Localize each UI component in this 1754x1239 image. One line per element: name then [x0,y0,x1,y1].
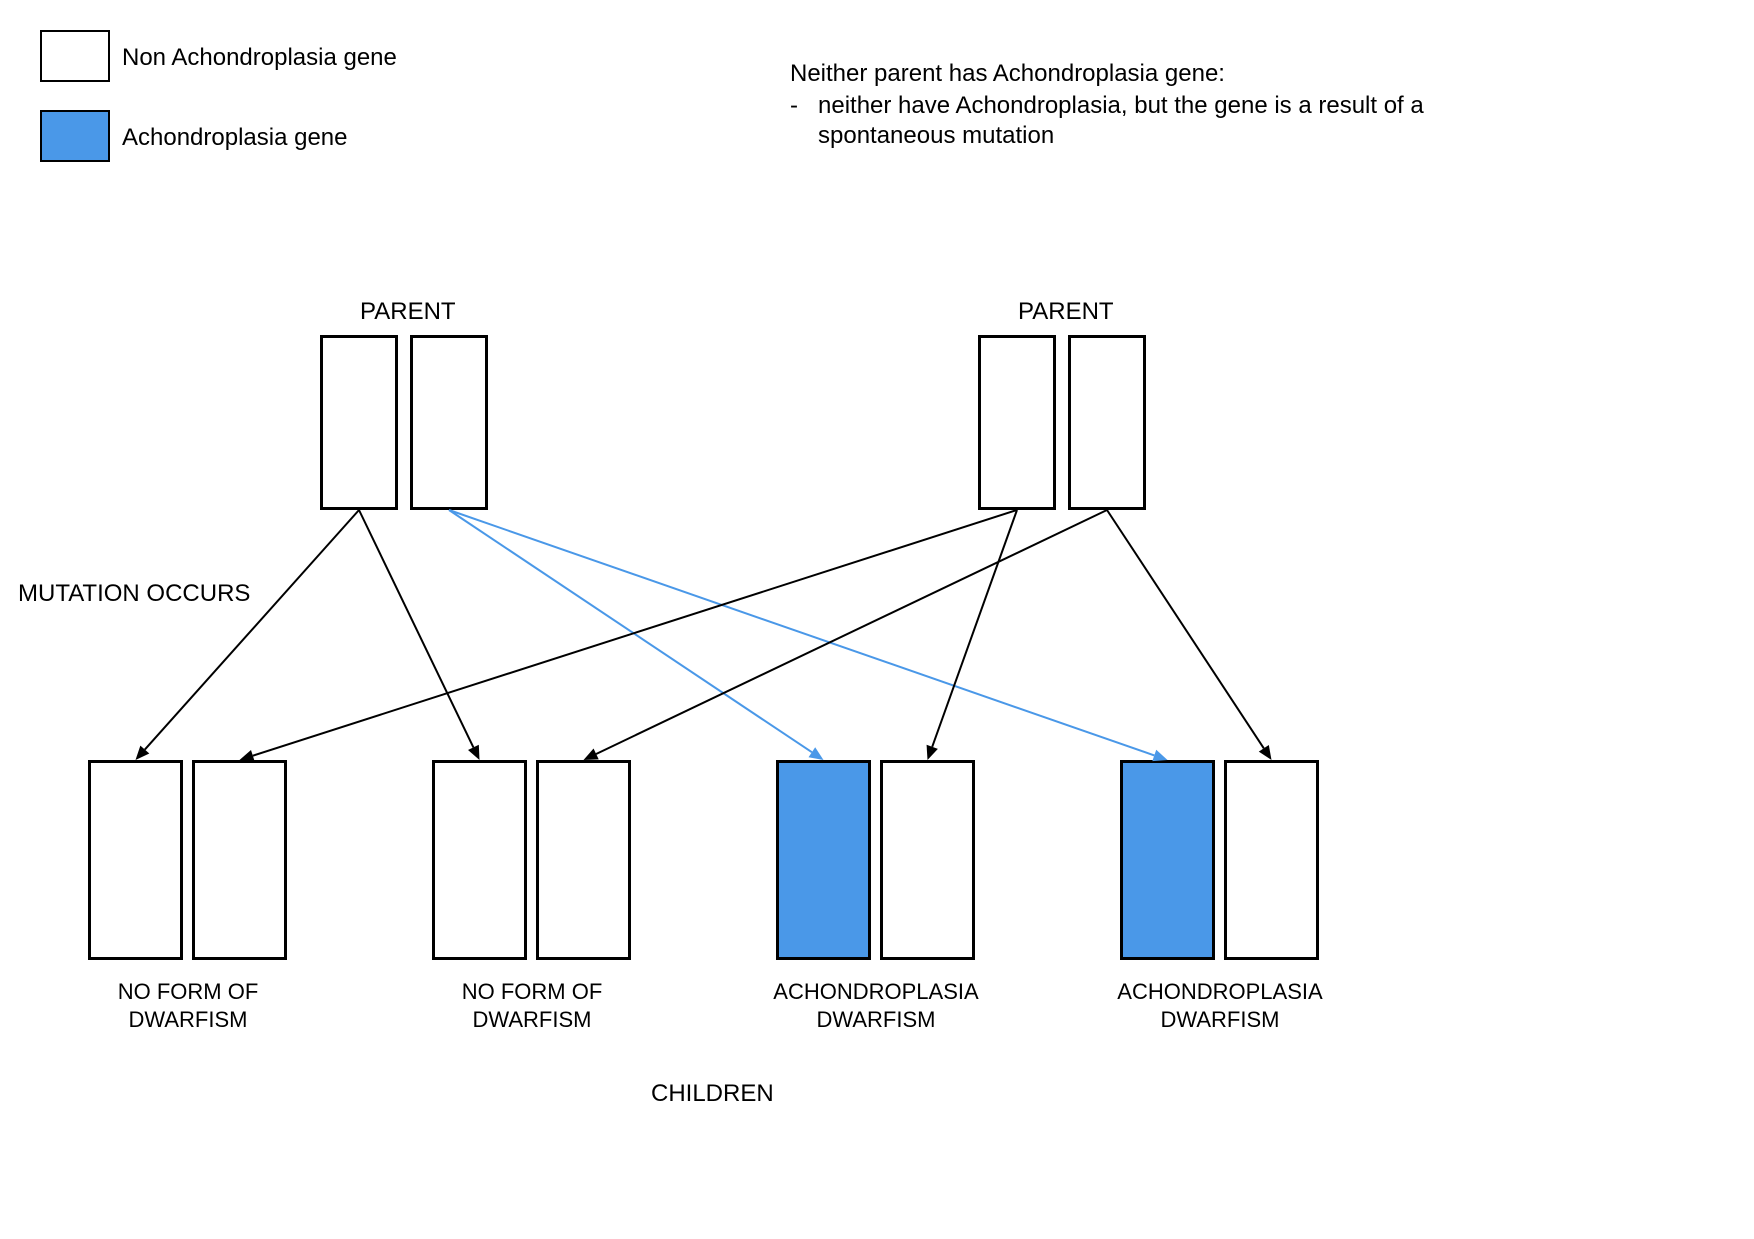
legend-label-achondroplasia: Achondroplasia gene [122,124,348,152]
child-2-caption-line2: DWARFISM [473,1007,592,1032]
child-3-allele-a [776,760,871,960]
child-3-caption: ACHONDROPLASIA DWARFISM [756,978,996,1033]
child-3-caption-line1: ACHONDROPLASIA [773,979,978,1004]
parent-left-allele-a [320,335,398,510]
parent-left-allele-b [410,335,488,510]
parent-right-allele-a [978,335,1056,510]
child-1-caption: NO FORM OF DWARFISM [88,978,288,1033]
parent-right-label: PARENT [1018,298,1114,326]
child-2-caption: NO FORM OF DWARFISM [432,978,632,1033]
diagram-stage: Non Achondroplasia gene Achondroplasia g… [0,0,1754,1239]
child-2-allele-a [432,760,527,960]
child-4-caption: ACHONDROPLASIA DWARFISM [1100,978,1340,1033]
child-1-caption-line1: NO FORM OF [118,979,259,1004]
description-title: Neither parent has Achondroplasia gene: [790,60,1225,88]
children-footer-label: CHILDREN [651,1080,774,1108]
child-2-caption-line1: NO FORM OF [462,979,603,1004]
legend-label-non-achondroplasia: Non Achondroplasia gene [122,44,397,72]
child-2-allele-b [536,760,631,960]
description-bullet-line1: neither have Achondroplasia, but the gen… [818,92,1424,120]
child-1-allele-a [88,760,183,960]
child-1-caption-line2: DWARFISM [129,1007,248,1032]
child-4-caption-line1: ACHONDROPLASIA [1117,979,1322,1004]
child-1-allele-b [192,760,287,960]
description-bullet-dash: - [790,92,798,120]
child-4-allele-a [1120,760,1215,960]
legend-swatch-non-achondroplasia [40,30,110,82]
child-4-caption-line2: DWARFISM [1161,1007,1280,1032]
child-3-allele-b [880,760,975,960]
child-3-caption-line2: DWARFISM [817,1007,936,1032]
legend-swatch-achondroplasia [40,110,110,162]
parent-left-label: PARENT [360,298,456,326]
parent-right-allele-b [1068,335,1146,510]
description-bullet-line2: spontaneous mutation [818,122,1054,150]
mutation-occurs-label: MUTATION OCCURS [18,580,250,608]
child-4-allele-b [1224,760,1319,960]
arrows-layer [0,0,1754,1239]
